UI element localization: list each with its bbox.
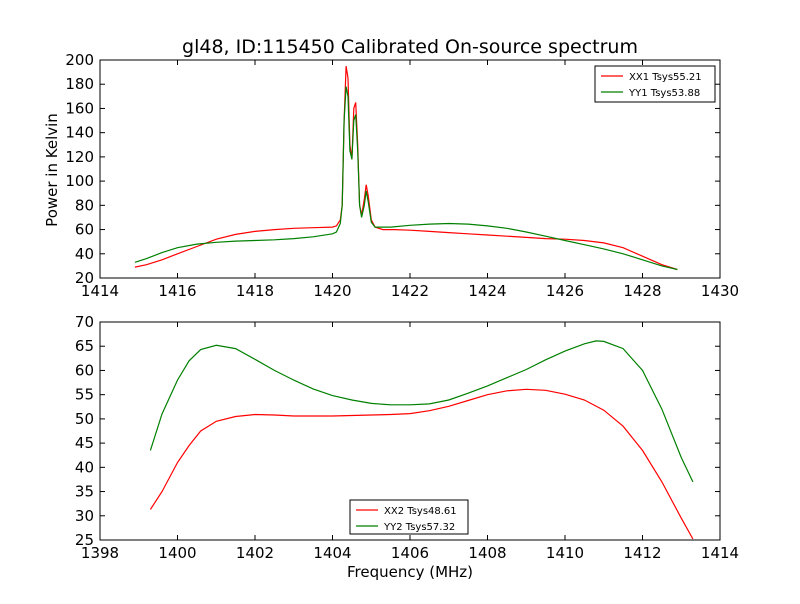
y-tick-label: 50 — [75, 410, 94, 428]
x-tick-label: 1418 — [236, 282, 274, 300]
x-tick-label: 1410 — [546, 544, 584, 562]
x-tick-label: 1412 — [623, 544, 661, 562]
y-tick-label: 45 — [75, 434, 94, 452]
legend-box — [594, 65, 716, 103]
y-tick-label: 20 — [75, 269, 94, 287]
series-line-2 — [149, 340, 694, 483]
y-tick-label: 40 — [75, 245, 94, 263]
y-tick-label: 25 — [75, 531, 94, 549]
y-tick-label: 140 — [65, 124, 94, 142]
x-tick-label: 1408 — [468, 544, 506, 562]
x-axis-label: Frequency (MHz) — [347, 563, 473, 581]
y-tick-label: 35 — [75, 483, 94, 501]
y-tick-label: 160 — [65, 99, 94, 117]
legend-label: XX2 Tsys48.61 — [384, 506, 457, 517]
y-tick-label: 40 — [75, 458, 94, 476]
legend-label: YY2 Tsys57.32 — [383, 522, 455, 533]
legend-label: YY1 Tsys53.88 — [628, 88, 700, 99]
x-tick-label: 1400 — [158, 544, 196, 562]
y-axis-label: Power in Kelvin — [43, 113, 61, 227]
bottom-plot: Frequency (MHz) 1398 1400 1402 1404 1406 1408… — [75, 313, 739, 581]
x-tick-label: 1404 — [313, 544, 351, 562]
y-tick-label: 70 — [75, 313, 94, 331]
chart-title: gl48, ID:115450 Calibrated On-source spe… — [182, 36, 638, 58]
y-tick-label: 60 — [75, 361, 94, 379]
series-line-1 — [149, 388, 694, 540]
y-tick-label: 80 — [75, 196, 94, 214]
y-tick-label: 30 — [75, 507, 94, 525]
x-tick-label: 1428 — [623, 282, 661, 300]
x-tick-label: 1426 — [546, 282, 584, 300]
y-tick-label: 65 — [75, 337, 94, 355]
x-tick-label: 1402 — [236, 544, 274, 562]
x-tick-label: 1398 — [81, 544, 119, 562]
y-tick-label: 180 — [65, 75, 94, 93]
x-tick-label: 1414 — [701, 544, 739, 562]
x-tick-label: 1420 — [313, 282, 351, 300]
legend-label: XX1 Tsys55.21 — [629, 72, 702, 83]
y-tick-label: 100 — [65, 172, 94, 190]
x-tick-label: 1422 — [391, 282, 429, 300]
y-tick-label: 120 — [65, 148, 94, 166]
y-tick-label: 200 — [65, 51, 94, 69]
top-plot: gl48, ID:115450 Calibrated On-source spe… — [43, 36, 739, 300]
legend: XX2 Tsys48.61 YY2 Tsys57.32 — [349, 499, 469, 535]
legend: XX1 Tsys55.21 YY1 Tsys53.88 — [594, 65, 716, 103]
x-tick-label: 1424 — [468, 282, 506, 300]
legend-box — [349, 499, 469, 535]
x-tick-label: 1406 — [391, 544, 429, 562]
x-tick-label: 1416 — [158, 282, 196, 300]
y-tick-label: 60 — [75, 221, 94, 239]
x-tick-label: 1414 — [81, 282, 119, 300]
x-tick-label: 1430 — [701, 282, 739, 300]
series-line-2 — [134, 86, 678, 271]
y-tick-label: 55 — [75, 386, 94, 404]
